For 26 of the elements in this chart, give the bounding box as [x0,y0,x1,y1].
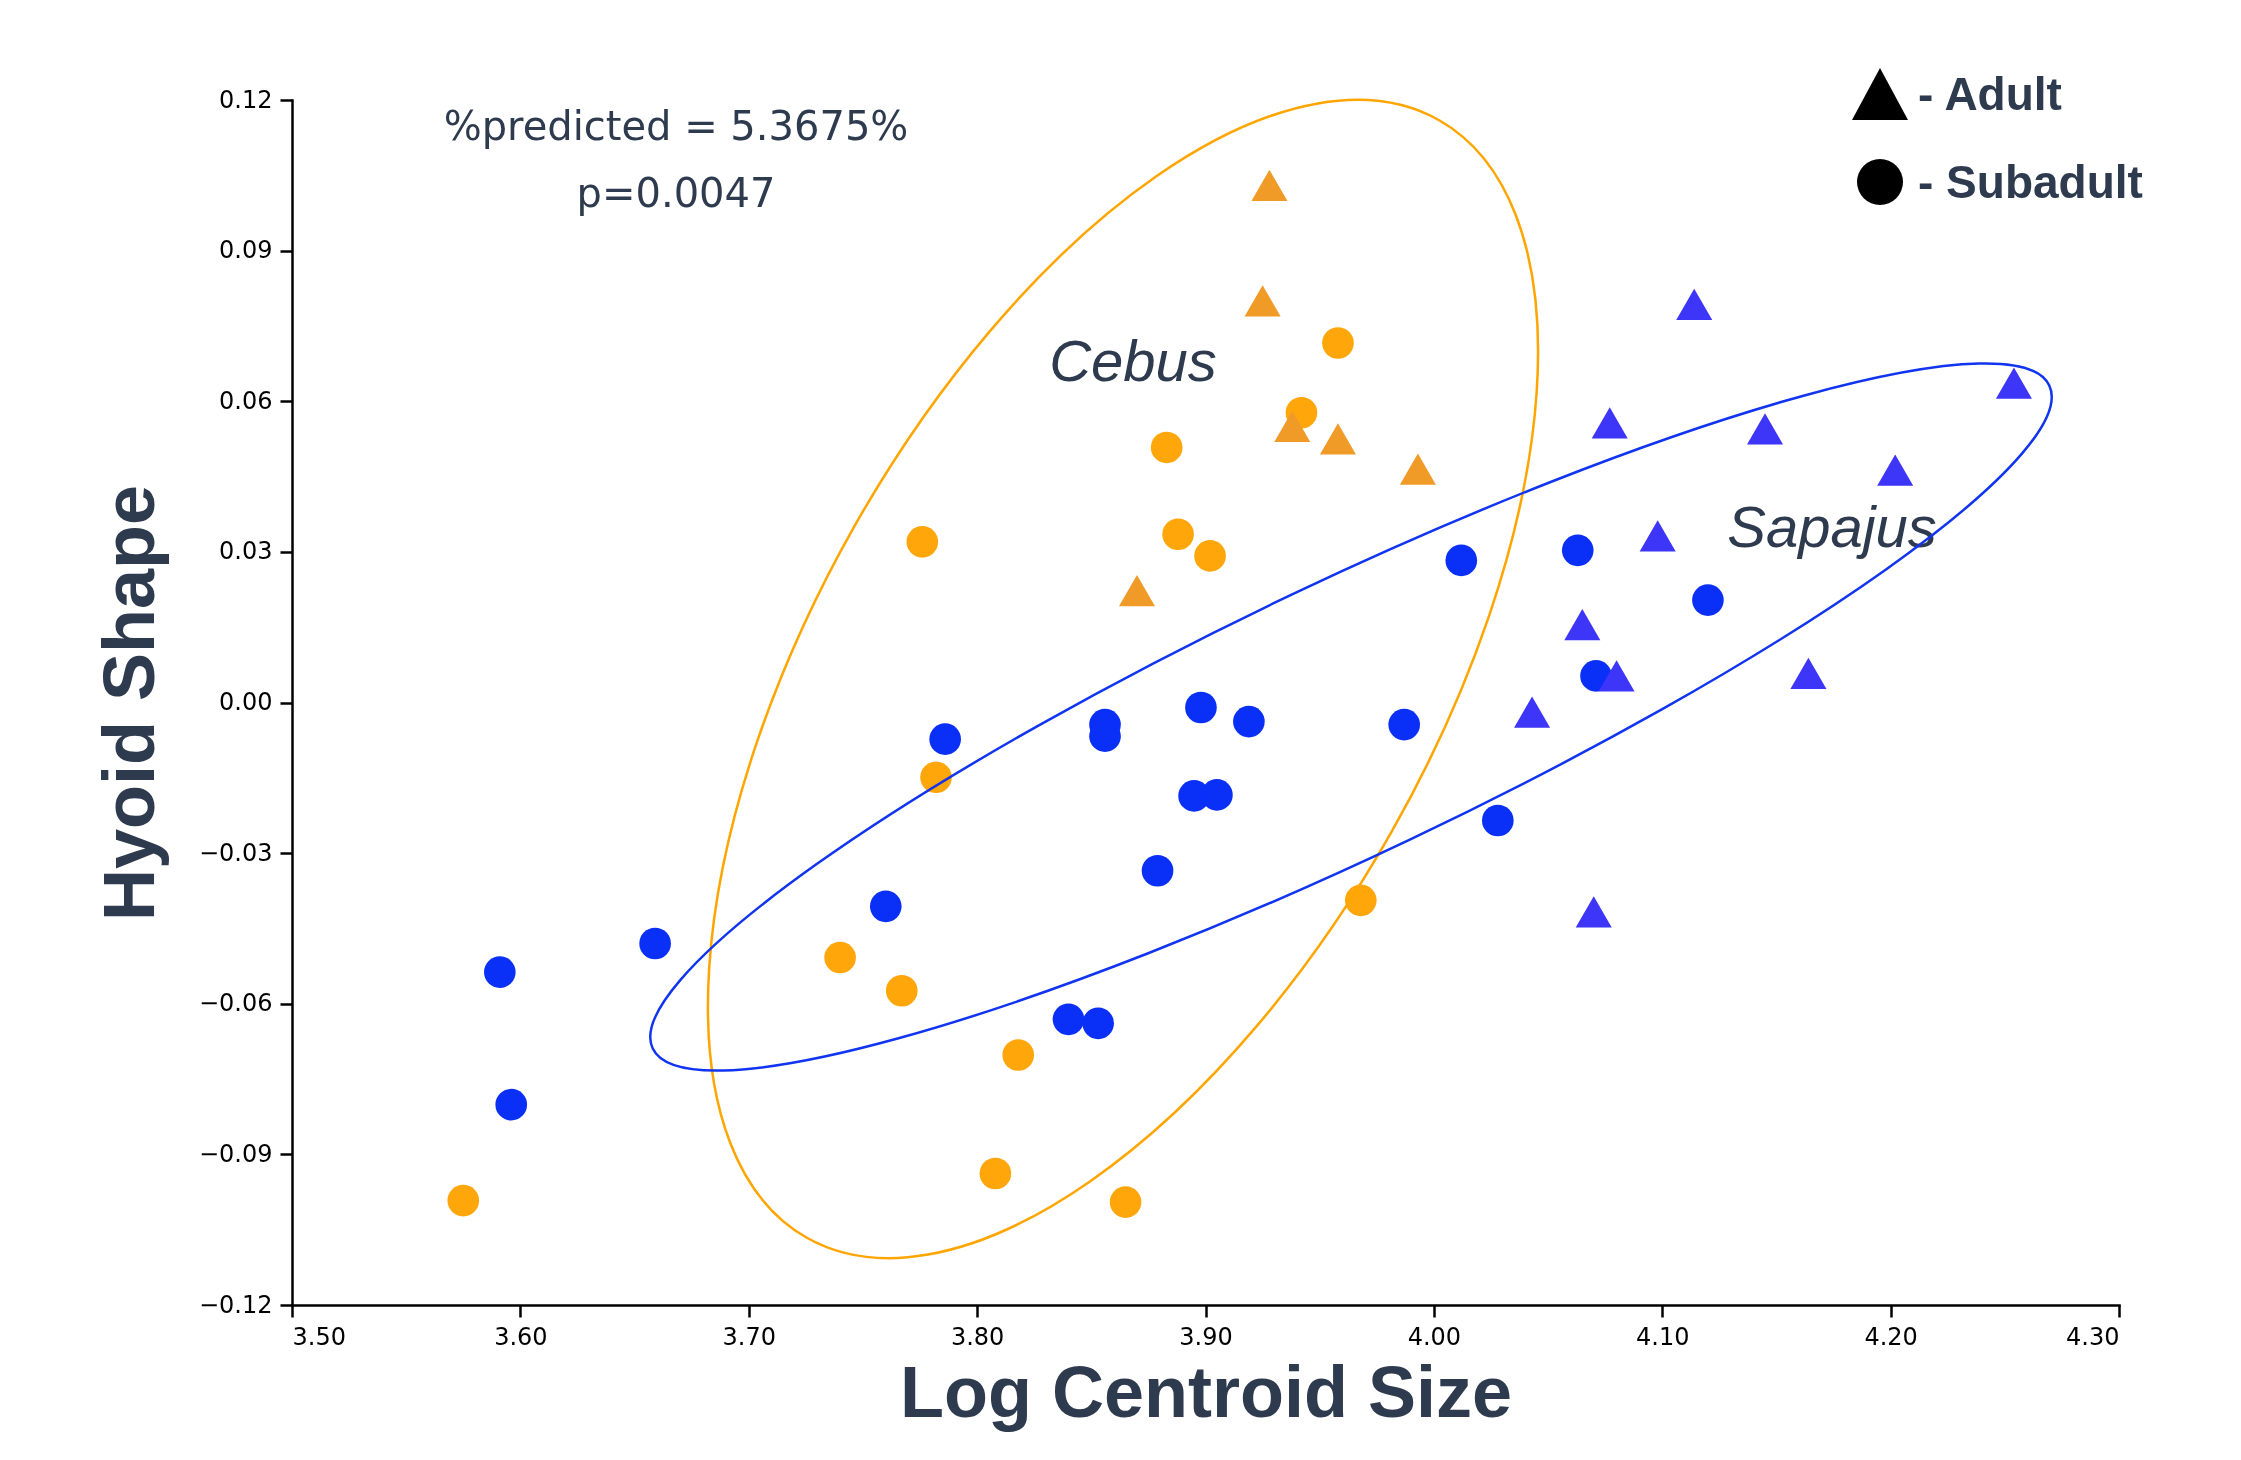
x-tick-label: 4.10 [1636,1322,1690,1351]
y-tick-label: 0.06 [219,386,273,415]
y-tick-label: −0.09 [198,1139,273,1168]
y-tick-label: 0.12 [219,85,273,114]
x-tick-label: 3.90 [1179,1322,1233,1351]
annotation: p=0.0047 [576,170,776,216]
y-tick-label: −0.03 [198,838,273,867]
annotation: Sapajus [1727,494,1937,559]
x-axis-title: Log Centroid Size [900,1351,1512,1432]
x-tick-label: 3.70 [722,1322,776,1351]
annotation: - Adult [1918,67,2062,121]
annotation: Cebus [1049,328,1217,393]
y-tick-label: 0.00 [219,688,273,716]
y-tick-label: 0.09 [219,236,273,265]
x-tick-label: 4.30 [2066,1322,2120,1351]
x-tick-label: 3.50 [292,1322,346,1351]
y-tick-label: −0.06 [198,989,273,1018]
y-axis-title: Hyoid Shape [88,484,169,922]
annotation: - Subadult [1918,155,2143,209]
y-tick-label: 0.03 [219,537,273,566]
x-tick-label: 3.60 [494,1322,548,1351]
y-tick-label: −0.12 [198,1290,273,1319]
x-tick-label: 4.20 [1864,1322,1918,1351]
x-tick-label: 3.80 [950,1322,1005,1351]
annotation: %predicted = 5.3675% [443,103,909,149]
x-tick-label: 4.00 [1407,1322,1462,1351]
